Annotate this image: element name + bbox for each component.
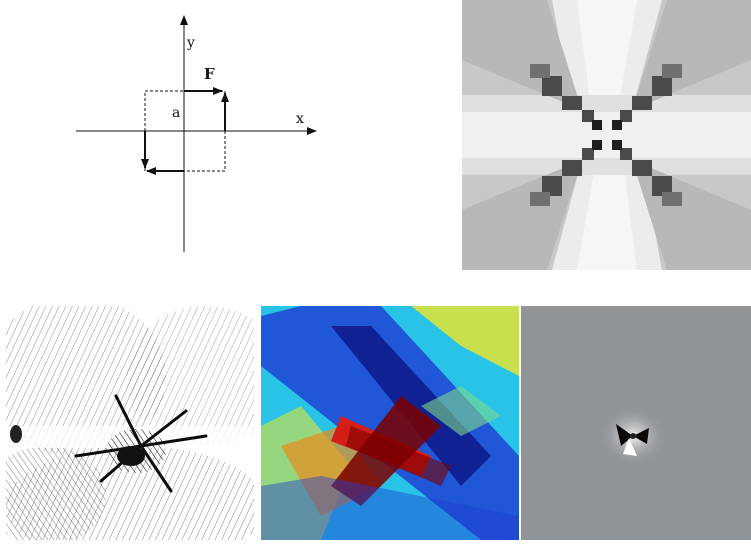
jet-colormap-field xyxy=(261,306,519,540)
line-pattern-image xyxy=(6,306,254,540)
force-diagram: y x F a xyxy=(0,0,440,290)
x-axis-label: x xyxy=(296,111,304,127)
size-label: a xyxy=(172,105,180,121)
y-axis-label: y xyxy=(186,35,195,51)
force-label: F xyxy=(204,65,215,83)
pixelated-quadrupole-map xyxy=(462,0,751,270)
gray-dipole-field xyxy=(521,306,751,540)
